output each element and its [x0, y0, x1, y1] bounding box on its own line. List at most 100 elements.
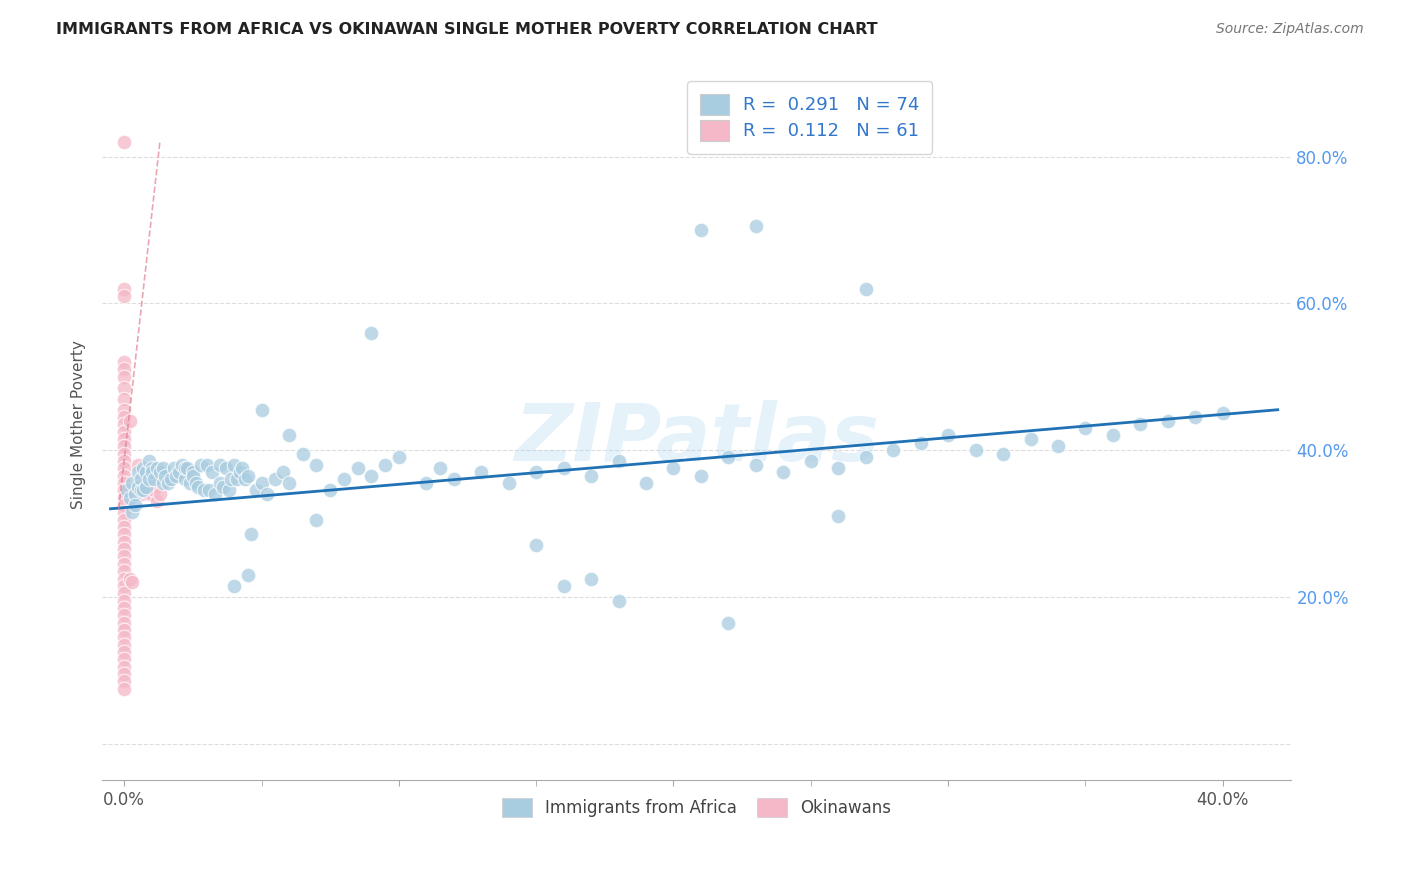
Point	[662, 461, 685, 475]
Point	[112, 135, 135, 149]
Point	[690, 223, 713, 237]
Point	[228, 465, 250, 479]
Point	[415, 476, 437, 491]
Point	[239, 527, 262, 541]
Point	[1046, 439, 1069, 453]
Text: Source: ZipAtlas.com: Source: ZipAtlas.com	[1216, 22, 1364, 37]
Text: IMMIGRANTS FROM AFRICA VS OKINAWAN SINGLE MOTHER POVERTY CORRELATION CHART: IMMIGRANTS FROM AFRICA VS OKINAWAN SINGL…	[56, 22, 877, 37]
Point	[305, 458, 328, 472]
Point	[291, 447, 314, 461]
Point	[470, 465, 492, 479]
Point	[222, 579, 245, 593]
Point	[112, 392, 135, 406]
Point	[149, 487, 172, 501]
Point	[112, 557, 135, 571]
Point	[256, 487, 278, 501]
Point	[209, 458, 232, 472]
Point	[146, 494, 169, 508]
Point	[112, 593, 135, 607]
Point	[165, 468, 187, 483]
Point	[374, 458, 396, 472]
Point	[524, 539, 547, 553]
Point	[112, 506, 135, 520]
Point	[149, 465, 172, 479]
Point	[553, 579, 575, 593]
Point	[193, 483, 215, 498]
Point	[218, 483, 240, 498]
Point	[1019, 432, 1042, 446]
Point	[231, 461, 253, 475]
Point	[443, 472, 465, 486]
Point	[157, 476, 180, 491]
Point	[112, 608, 135, 623]
Point	[112, 491, 135, 505]
Point	[162, 461, 184, 475]
Point	[1074, 421, 1097, 435]
Point	[607, 454, 630, 468]
Point	[141, 461, 163, 475]
Point	[212, 480, 235, 494]
Point	[129, 480, 152, 494]
Point	[173, 461, 195, 475]
Point	[112, 520, 135, 534]
Point	[121, 506, 143, 520]
Point	[112, 454, 135, 468]
Point	[112, 410, 135, 425]
Point	[717, 615, 740, 630]
Point	[579, 468, 602, 483]
Point	[118, 491, 141, 505]
Point	[112, 447, 135, 461]
Point	[319, 483, 342, 498]
Point	[745, 458, 768, 472]
Point	[800, 454, 823, 468]
Point	[250, 402, 273, 417]
Point	[112, 355, 135, 369]
Point	[360, 468, 382, 483]
Point	[209, 476, 232, 491]
Point	[143, 472, 166, 486]
Point	[132, 487, 155, 501]
Point	[112, 362, 135, 376]
Point	[245, 483, 267, 498]
Point	[690, 468, 713, 483]
Point	[1184, 410, 1206, 425]
Point	[112, 681, 135, 696]
Point	[127, 480, 149, 494]
Point	[346, 461, 368, 475]
Point	[181, 465, 204, 479]
Point	[152, 476, 174, 491]
Point	[553, 461, 575, 475]
Point	[124, 480, 146, 494]
Point	[717, 450, 740, 465]
Point	[135, 472, 157, 486]
Point	[152, 461, 174, 475]
Point	[236, 567, 259, 582]
Point	[305, 513, 328, 527]
Point	[143, 483, 166, 498]
Point	[233, 472, 256, 486]
Point	[160, 472, 183, 486]
Point	[132, 461, 155, 475]
Point	[1212, 406, 1234, 420]
Point	[155, 468, 177, 483]
Point	[112, 652, 135, 666]
Point	[429, 461, 451, 475]
Point	[112, 630, 135, 644]
Point	[198, 483, 221, 498]
Point	[112, 659, 135, 673]
Point	[112, 542, 135, 557]
Point	[273, 465, 295, 479]
Point	[132, 483, 155, 498]
Point	[112, 461, 135, 475]
Point	[124, 487, 146, 501]
Point	[333, 472, 356, 486]
Point	[112, 549, 135, 564]
Point	[176, 461, 198, 475]
Point	[187, 480, 209, 494]
Point	[167, 465, 190, 479]
Point	[579, 572, 602, 586]
Point	[141, 465, 163, 479]
Legend: Immigrants from Africa, Okinawans: Immigrants from Africa, Okinawans	[494, 790, 900, 825]
Y-axis label: Single Mother Poverty: Single Mother Poverty	[72, 340, 86, 508]
Point	[112, 623, 135, 637]
